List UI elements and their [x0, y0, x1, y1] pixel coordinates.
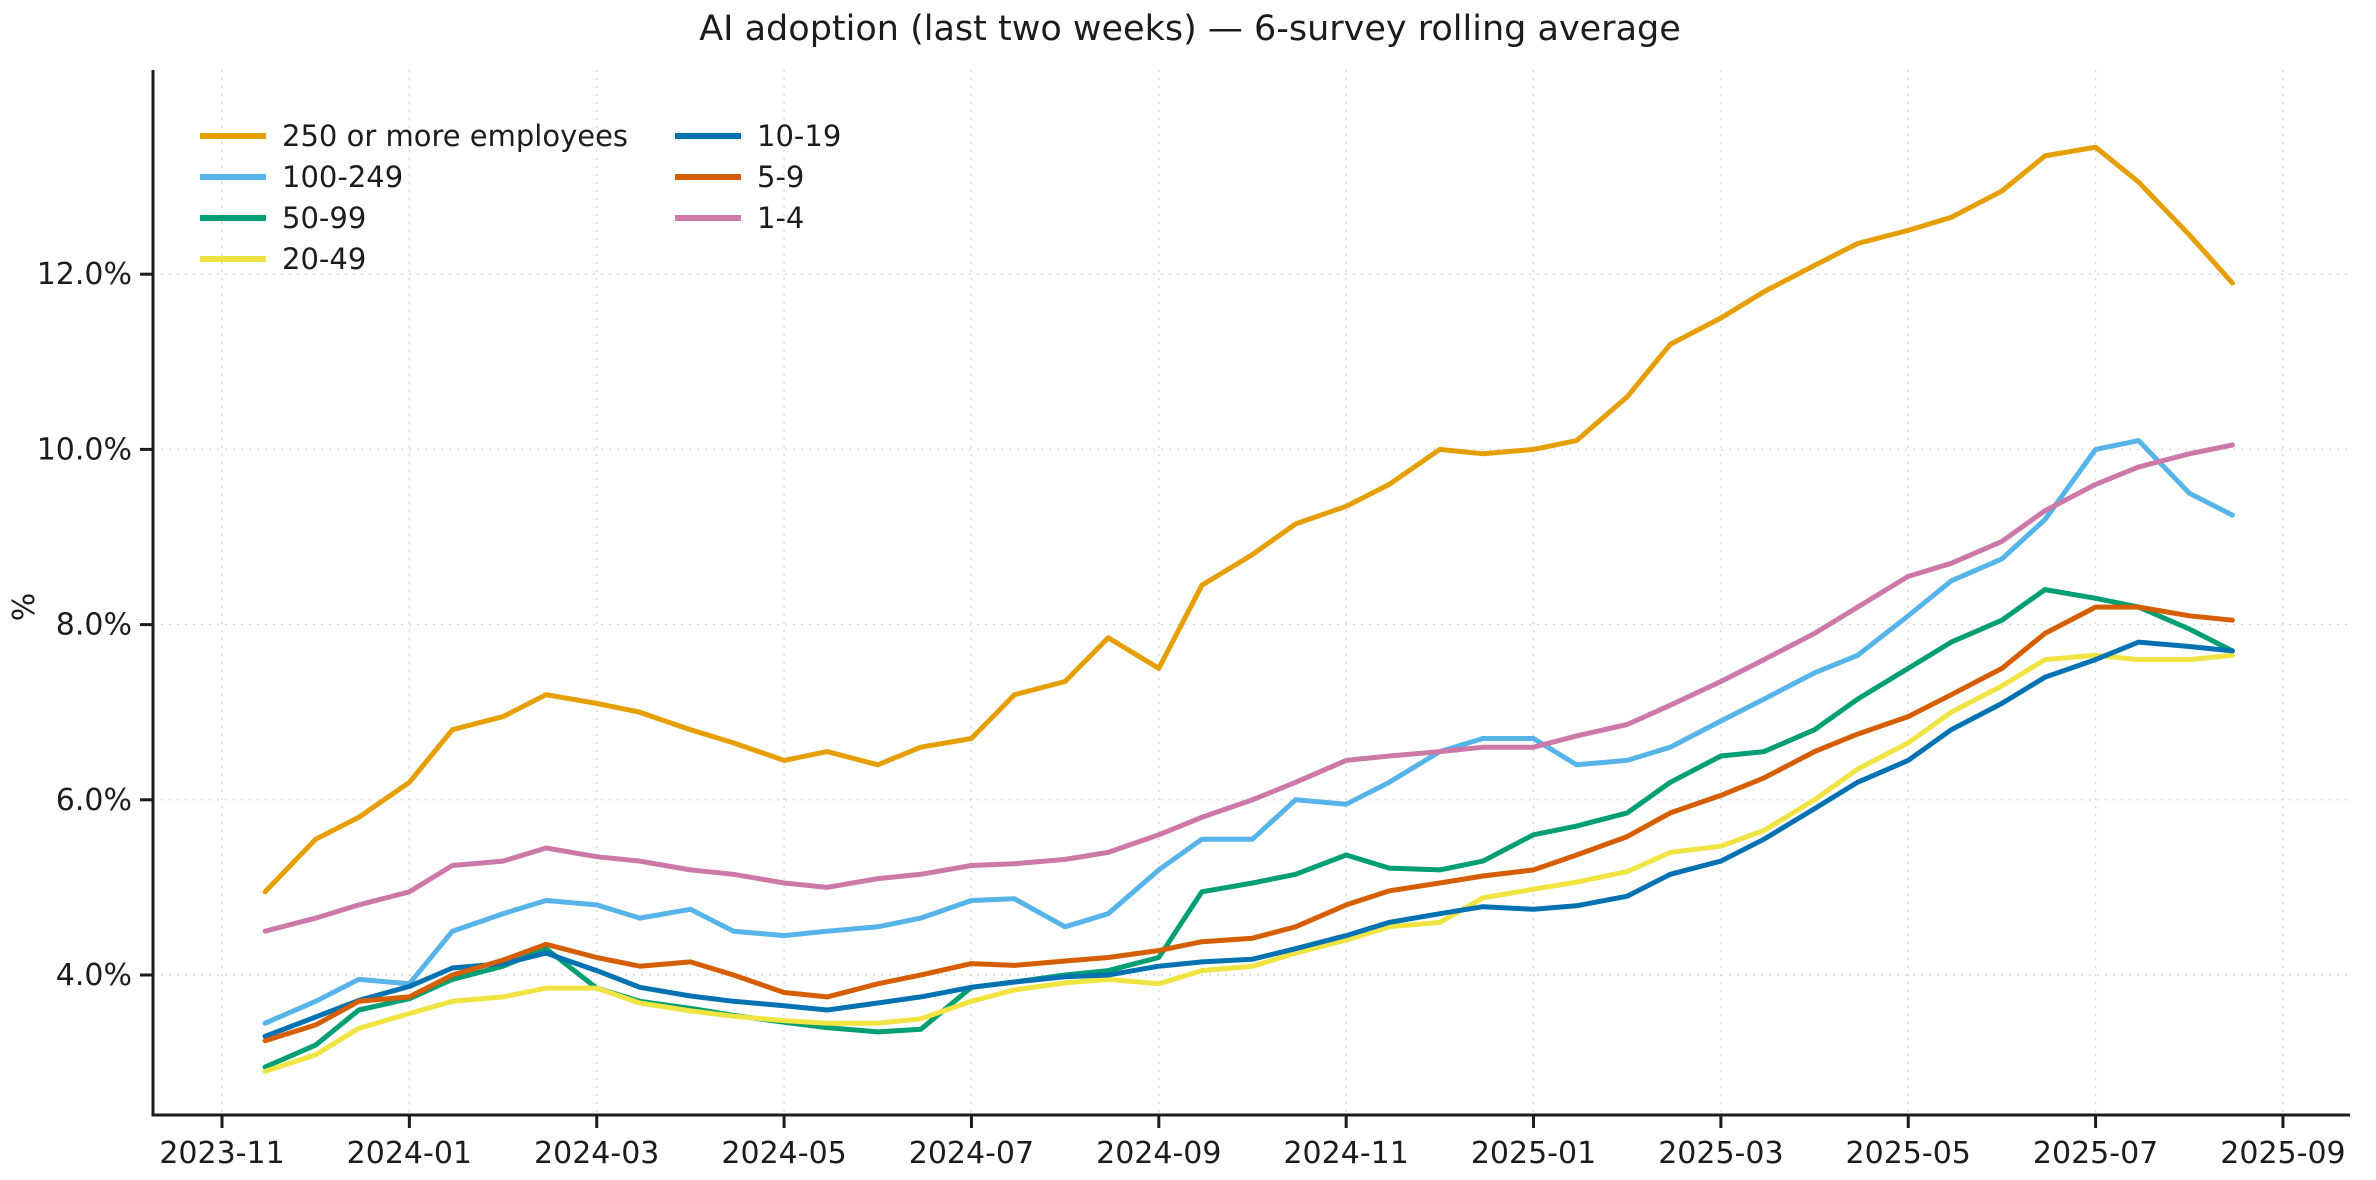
- x-tick-label: 2024-07: [909, 1136, 1034, 1171]
- legend-item: 10-19: [675, 119, 841, 153]
- legend: 250 or more employees 100-249 50-99 20-49 10…: [200, 119, 841, 276]
- x-tick-label: 2024-09: [1096, 1136, 1221, 1171]
- x-tick-label: 2024-11: [1283, 1136, 1408, 1171]
- legend-label: 20-49: [282, 242, 366, 276]
- legend-item: 100-249: [200, 160, 403, 194]
- legend-item: 50-99: [200, 201, 366, 235]
- legend-label: 100-249: [282, 160, 403, 194]
- y-tick-label: 4.0%: [56, 958, 132, 993]
- x-tick-label: 2025-01: [1471, 1136, 1596, 1171]
- legend-label: 10-19: [757, 119, 841, 153]
- series-line-50-99: [262, 587, 2235, 1070]
- axes-layer: 4.0% 6.0% 8.0% 10.0% 12.0% 2023-11 2024-01 2024…: [37, 70, 2350, 1171]
- x-tick-label: 2025-09: [2220, 1136, 2345, 1171]
- legend-item: 5-9: [675, 160, 804, 194]
- x-tick-label: 2025-05: [1846, 1136, 1971, 1171]
- legend-label: 50-99: [282, 201, 366, 235]
- y-tick-label: 6.0%: [56, 783, 132, 818]
- legend-label: 1-4: [757, 201, 804, 235]
- x-tick-label: 2024-03: [534, 1136, 659, 1171]
- series-line-5-9: [262, 604, 2235, 1044]
- y-tick-label: 8.0%: [56, 608, 132, 643]
- series-line-20-49: [262, 652, 2235, 1074]
- x-tick-label: 2023-11: [159, 1136, 284, 1171]
- legend-item: 20-49: [200, 242, 366, 276]
- x-tick-label: 2025-07: [2033, 1136, 2158, 1171]
- series-line-10-19: [262, 639, 2235, 1039]
- series-line-250-or-more-employees: [262, 144, 2235, 895]
- legend-label: 250 or more employees: [282, 119, 628, 153]
- legend-item: 250 or more employees: [200, 119, 628, 153]
- x-tick-label: 2025-03: [1658, 1136, 1783, 1171]
- x-tick-label: 2024-01: [347, 1136, 472, 1171]
- chart-title: AI adoption (last two weeks) — 6-survey …: [699, 9, 1681, 49]
- y-tick-label: 12.0%: [37, 257, 132, 292]
- x-tick-label: 2024-05: [721, 1136, 846, 1171]
- series-line-100-249: [262, 438, 2235, 1026]
- series-layer: [262, 144, 2235, 1074]
- series-line-1-4: [262, 442, 2235, 934]
- y-tick-label: 10.0%: [37, 432, 132, 467]
- legend-item: 1-4: [675, 201, 804, 235]
- y-axis-label: %: [7, 593, 42, 622]
- legend-label: 5-9: [757, 160, 804, 194]
